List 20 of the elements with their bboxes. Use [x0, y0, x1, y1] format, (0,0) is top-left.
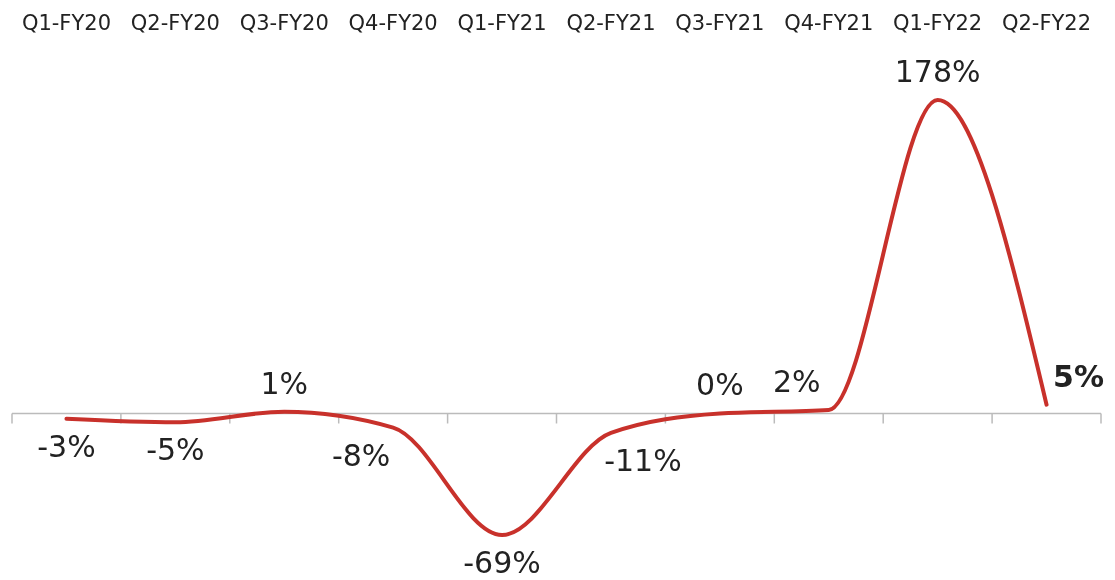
data-label: -3%	[37, 428, 96, 464]
data-label: -8%	[331, 437, 391, 473]
data-label: 5%	[1053, 358, 1105, 394]
x-tick-label: Q2-FY22	[1002, 11, 1092, 35]
data-label: 2%	[772, 363, 821, 399]
data-label: 0%	[696, 367, 744, 403]
data-label: 178%	[894, 54, 981, 89]
data-label: -11%	[604, 442, 682, 478]
x-tick-label: Q1-FY21	[457, 11, 547, 35]
data-label: 1%	[260, 365, 309, 401]
x-tick-label: Q2-FY20	[130, 11, 220, 35]
data-label: -5%	[146, 432, 205, 468]
x-tick-label: Q4-FY21	[784, 11, 874, 35]
x-tick-label: Q3-FY21	[675, 11, 765, 35]
x-tick-label: Q2-FY21	[566, 11, 656, 35]
data-label: -69%	[463, 545, 541, 580]
x-tick-label: Q4-FY20	[348, 11, 438, 35]
x-tick-label: Q1-FY22	[893, 11, 983, 35]
x-tick-label: Q3-FY20	[239, 11, 329, 35]
x-tick-label: Q1-FY20	[21, 11, 111, 35]
